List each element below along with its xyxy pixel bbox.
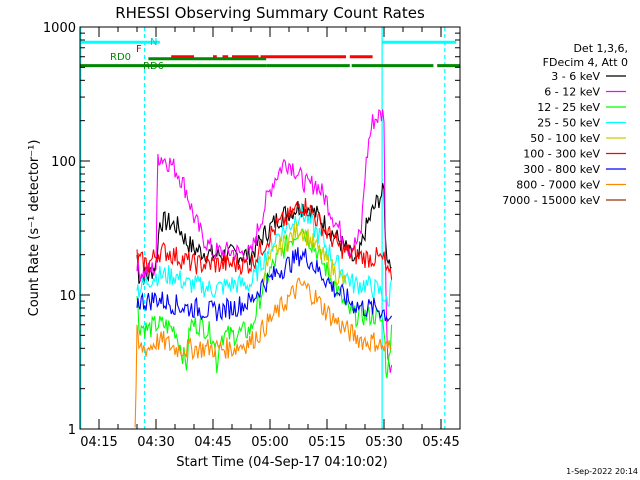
series-800-7000keV [134, 277, 392, 428]
series-300-800keV [136, 247, 393, 323]
legend-label: 800 - 7000 keV [516, 179, 600, 192]
y-axis-label: Count Rate (s⁻¹ detector⁻¹) [27, 140, 42, 317]
footer-date: 1-Sep-2022 20:14 [566, 467, 638, 476]
x-tick-label: 05:00 [251, 435, 288, 450]
y-axis: 1 10 100 1000 [43, 21, 460, 438]
series-path [261, 222, 347, 286]
legend-header-line1: Det 1,3,6, [573, 42, 628, 55]
series-path [136, 247, 393, 323]
x-tick-label: 05:45 [422, 435, 459, 450]
legend-label: 300 - 800 keV [523, 163, 600, 176]
orbit-markers [80, 27, 446, 429]
x-axis: 04:15 04:30 04:45 05:00 05:15 05:30 05:45 [79, 27, 461, 450]
series-path [136, 198, 393, 280]
series-100-300keV [136, 198, 393, 280]
legend-label: 6 - 12 keV [544, 86, 600, 99]
status-label: RD0 [110, 52, 131, 63]
series-50-100keV [261, 222, 347, 286]
y-tick-label: 1 [68, 423, 76, 438]
status-label: F [136, 44, 142, 55]
x-tick-label: 04:45 [194, 435, 231, 450]
x-tick-label: 05:30 [365, 435, 402, 450]
y-tick-label: 100 [51, 155, 76, 170]
legend-label: 25 - 50 keV [537, 117, 600, 130]
legend-label: 50 - 100 keV [530, 132, 600, 145]
series-3-6keV [136, 183, 392, 285]
y-tick-label: 1000 [43, 21, 76, 36]
status-label: RD6 [143, 61, 164, 72]
legend-label: 12 - 25 keV [537, 101, 600, 114]
legend-label: 7000 - 15000 keV [502, 194, 600, 207]
status-bars: NF RD0 RD6 [80, 37, 460, 72]
series-25-50keV [136, 202, 393, 308]
series-lines [134, 108, 393, 428]
legend-label: 3 - 6 keV [551, 70, 600, 83]
x-tick-label: 04:30 [137, 435, 174, 450]
x-tick-label: 05:15 [308, 435, 345, 450]
series-path [134, 277, 392, 428]
legend: Det 1,3,6, FDecim 4, Att 0 3 - 6 keV 6 - … [502, 42, 628, 207]
status-label: N [150, 37, 157, 48]
legend-label: 100 - 300 keV [523, 148, 600, 161]
x-tick-label: 04:15 [80, 435, 117, 450]
chart-title: RHESSI Observing Summary Count Rates [115, 4, 425, 22]
y-tick-label: 10 [59, 289, 76, 304]
series-path [136, 183, 392, 285]
x-axis-label: Start Time (04-Sep-17 04:10:02) [176, 455, 387, 470]
legend-header-line2: FDecim 4, Att 0 [543, 56, 628, 69]
series-path [136, 202, 393, 308]
